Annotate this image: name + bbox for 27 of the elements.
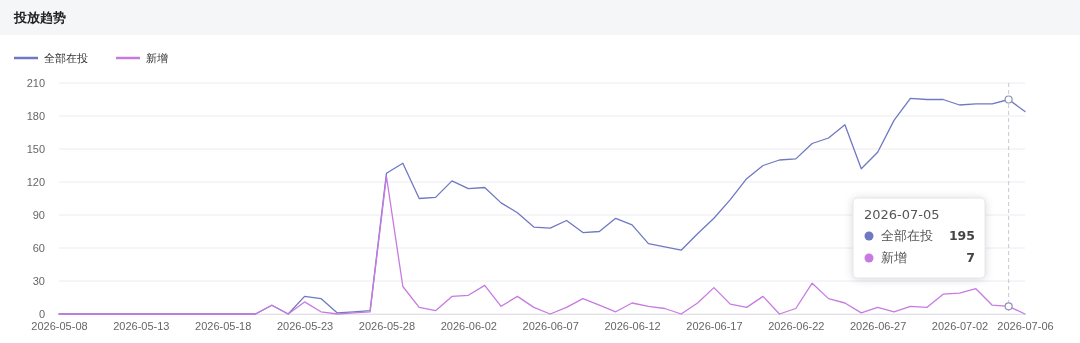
x-tick-label: 2026-05-08: [31, 319, 88, 332]
x-tick-label: 2026-05-18: [195, 319, 252, 332]
y-tick-label: 0: [38, 308, 45, 321]
legend-label: 全部在投: [44, 52, 88, 65]
x-tick-label: 2026-05-23: [276, 319, 334, 332]
x-tick-label: 2026-06-22: [768, 319, 825, 332]
y-tick-label: 180: [26, 110, 45, 123]
x-tick-label: 2026-06-02: [440, 319, 497, 332]
tooltip: 2026-07-05 全部在投 195 新增 7: [852, 197, 986, 279]
x-tick-label: 2026-05-13: [113, 319, 170, 332]
x-tick-label: 2026-07-06: [997, 319, 1054, 332]
y-tick-label: 60: [32, 242, 45, 255]
annotation: 2026-07-05: [864, 207, 940, 222]
x-tick-label: 2026-06-27: [850, 319, 907, 332]
line-series: [58, 175, 1026, 315]
x-tick-label: 2026-06-17: [686, 319, 743, 332]
y-tick-label: 150: [26, 143, 45, 156]
chart-title: 投放趋势: [13, 10, 66, 25]
x-tick-label: 2026-06-12: [604, 319, 661, 332]
y-tick-label: 30: [32, 275, 45, 288]
x-tick-label: 2026-06-07: [522, 319, 579, 332]
x-tick-label: 2026-07-02: [931, 319, 989, 332]
y-tick-label: 90: [32, 209, 45, 222]
y-tick-label: 210: [26, 77, 45, 90]
x-tick-label: 2026-05-28: [358, 319, 416, 332]
legend-label: 新增: [146, 52, 168, 65]
y-tick-label: 120: [26, 176, 45, 189]
